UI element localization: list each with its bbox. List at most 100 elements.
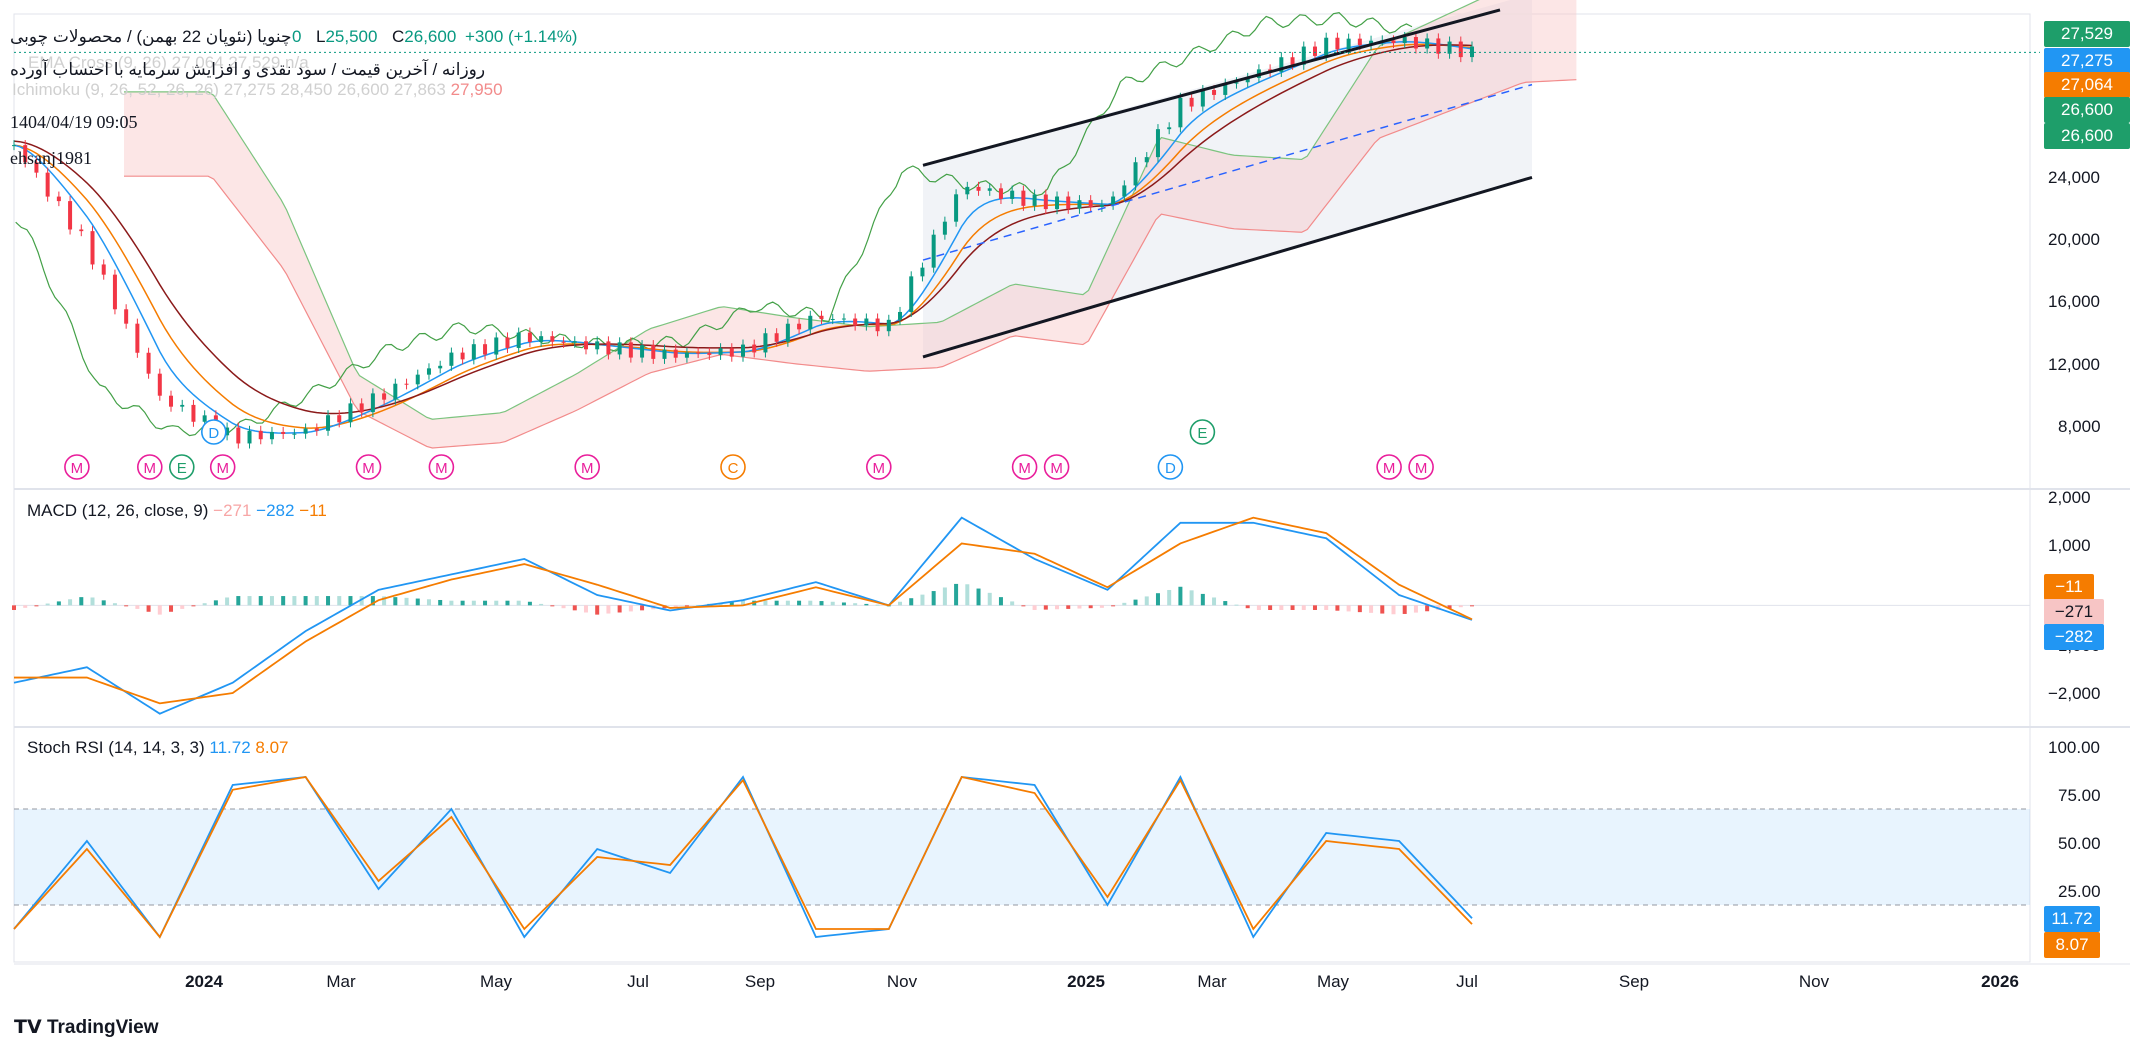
macd-histogram-bar [1088, 605, 1093, 609]
macd-histogram-bar [460, 600, 465, 606]
time-tick: Sep [1618, 972, 1650, 991]
candle-body [741, 344, 745, 357]
price-badge: 27,529 [2044, 21, 2130, 47]
candle-body [169, 395, 174, 407]
macd-badge: −282 [2044, 624, 2104, 650]
time-tick: May [479, 972, 513, 991]
brand-label: TradingView [46, 1017, 159, 1038]
stoch-k-line [13, 775, 1473, 939]
ema-cross-legend: EMA Cross (9, 26) 27,064 27,529 n/a [28, 53, 309, 73]
candle-body [684, 352, 689, 358]
macd-badge: −11 [2044, 574, 2094, 600]
event-marker-m [865, 454, 892, 480]
candle-body [1436, 38, 1441, 54]
candle-body [797, 323, 802, 330]
ema-values: 27,064 27,529 n/a [171, 53, 309, 72]
candle-body [45, 172, 50, 197]
macd-histogram-bar [987, 592, 992, 606]
event-marker-label: E [177, 460, 187, 477]
candle-body [673, 349, 678, 358]
macd-histogram-bar [494, 600, 499, 606]
macd-histogram-bar [79, 597, 84, 606]
macd-histogram-bar [258, 596, 263, 606]
event-marker-m [355, 454, 382, 480]
macd-histogram-bar [741, 600, 745, 606]
event-marker-label: M [1383, 460, 1396, 477]
event-marker-label: M [144, 460, 157, 477]
candle-body [236, 427, 241, 444]
candle-body [550, 336, 555, 342]
candle-body [662, 349, 667, 359]
macd-histogram-bar [359, 596, 364, 606]
macd-histogram-bar [146, 605, 151, 612]
macd-signal-line [14, 516, 1473, 705]
time-tick: Jul [627, 972, 649, 991]
macd-histogram-bar [696, 604, 701, 606]
candle-body [180, 404, 185, 407]
ohlc-partial: 0 [292, 27, 302, 46]
macd-histogram-bar [572, 605, 577, 611]
time-tick: Nov [1798, 972, 1830, 991]
price-badge: 26,600 [2044, 97, 2130, 123]
event-marker-label: M [1018, 460, 1031, 477]
event-marker-m [1043, 454, 1070, 480]
time-tick: Mar [326, 972, 356, 991]
macd-histogram-bar [763, 600, 768, 606]
price-change: +300 (+1.14%) [465, 27, 578, 46]
ichimoku-values: 27,275 28,450 26,600 27,863 [223, 80, 446, 99]
channel-midline [922, 83, 1533, 261]
macd-signal-value: −11 [299, 501, 327, 520]
candle-body [572, 341, 577, 343]
stoch-tick: 100.00 [2048, 738, 2100, 757]
macd-histogram-bar [281, 596, 286, 606]
candle-body [23, 145, 28, 163]
candle-body [774, 333, 779, 342]
candle-body [1470, 46, 1474, 58]
macd-histogram-bar [841, 602, 846, 606]
candle-body [931, 234, 936, 268]
event-marker-c [720, 454, 746, 480]
candle-body [393, 383, 398, 400]
macd-histogram-bar [942, 587, 947, 606]
ichimoku-last: 27,950 [450, 80, 503, 99]
macd-histogram-bar [1301, 605, 1306, 610]
candle-body [12, 145, 16, 147]
candle-body [886, 319, 891, 332]
candle-body [68, 201, 73, 230]
event-marker-m [209, 454, 236, 480]
macd-histogram-bar [819, 601, 824, 606]
candle-body [830, 318, 835, 320]
ohlc-close: C26,600 [392, 27, 457, 46]
candle-body [225, 427, 230, 436]
candle-body [942, 221, 947, 235]
macd-histogram-bar [931, 591, 936, 606]
stoch-d-badge: 8.07 [2044, 932, 2100, 958]
candle-body [763, 333, 768, 353]
macd-histogram-bar [1133, 599, 1138, 606]
candle-body [146, 352, 151, 374]
time-tick: May [1316, 972, 1350, 991]
author: ehsanj1981 [10, 148, 92, 168]
macd-histogram-bar [976, 588, 981, 606]
price-tick: 8,000 [2058, 417, 2101, 436]
macd-histogram-bar [785, 600, 790, 606]
candle-body [281, 431, 286, 434]
macd-histogram-bar [864, 603, 869, 606]
ichimoku-legend: Ichimoku (9, 26, 52, 26, 26) 27,275 28,4… [12, 80, 503, 100]
candle-body [875, 318, 880, 332]
candle-body [303, 428, 308, 434]
macd-histogram-bar [516, 600, 521, 606]
candle-body [258, 430, 263, 440]
candle-body [1178, 97, 1183, 128]
macd-histogram-bar [1223, 601, 1228, 606]
event-marker-m [428, 454, 455, 480]
candle-body [1167, 127, 1172, 130]
candle-body [505, 337, 510, 348]
event-marker-label: M [581, 460, 594, 477]
macd-histogram-bar [1425, 605, 1430, 612]
macd-histogram-bar [539, 603, 544, 606]
macd-histogram-bar [1111, 605, 1116, 607]
candle-body [954, 194, 959, 222]
tradingview-logo[interactable]: 𝗧𝗩 TradingView [14, 1016, 159, 1039]
